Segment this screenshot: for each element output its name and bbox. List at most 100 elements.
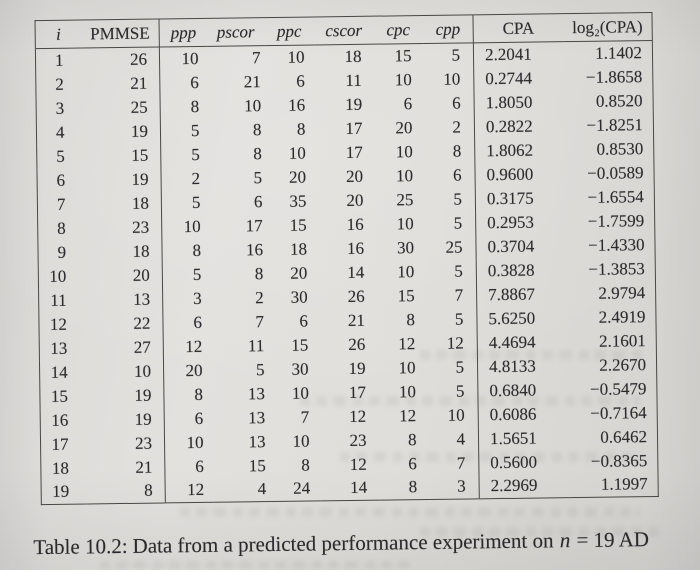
caption-suffix: = 19 AD xyxy=(576,527,650,553)
cell-cpc: 10 xyxy=(397,261,415,281)
performance-data-table: i PMMSE ppp pscor ppc cscor cpc cpp CPA log₂(CPA)… xyxy=(34,12,659,506)
cell-cpp: 6 xyxy=(424,162,476,188)
cell-log2cpa: −0.8365 xyxy=(590,450,648,471)
cell-i: 16 xyxy=(51,410,69,430)
cell-log2cpa: −1.3853 xyxy=(588,258,645,279)
cell-ppp: 3 xyxy=(193,288,202,308)
cell-pmmse: 21 xyxy=(86,454,166,480)
cell-pscor: 5 xyxy=(253,167,263,187)
cell-cpp: 4 xyxy=(428,426,479,452)
cell-pscor: 7 xyxy=(251,47,261,68)
cell-pmmse: 13 xyxy=(84,286,163,312)
cell-ppc: 15 xyxy=(289,215,307,235)
cell-cscor: 14 xyxy=(347,262,365,282)
cell-cpc: 6 xyxy=(403,93,413,113)
cell-ppc: 16 xyxy=(288,95,306,115)
cell-cpc: 20 xyxy=(395,117,413,137)
cell-cpa: 1.8062 xyxy=(486,140,534,160)
cell-pscor: 17 xyxy=(245,215,263,235)
cell-cpc: 10 xyxy=(395,141,413,161)
cell-cscor: 16 xyxy=(346,238,365,258)
column-header-log2cpa: log₂(CPA) xyxy=(562,12,653,42)
cell-i: 8 xyxy=(57,218,66,238)
cell-ppp: 8 xyxy=(190,96,200,116)
cell-cpc: 10 xyxy=(395,165,414,185)
cell-i: 10 xyxy=(49,266,67,286)
cell-pmmse: 23 xyxy=(83,214,162,240)
cell-pscor: 13 xyxy=(247,383,266,403)
cell-pscor: 8 xyxy=(254,263,264,283)
cell-log2cpa: 2.9794 xyxy=(598,282,646,303)
cell-log2cpa: 2.2670 xyxy=(599,354,647,375)
caption-text: Data from a predicted performance experi… xyxy=(132,528,554,558)
cell-pmmse: 19 xyxy=(86,406,165,432)
cell-ppp: 10 xyxy=(181,48,199,68)
cell-cpa: 0.2953 xyxy=(487,212,535,232)
cell-ppp: 6 xyxy=(190,72,199,92)
cell-cpp: 10 xyxy=(428,402,479,428)
cell-pmmse: 21 xyxy=(81,70,160,96)
cell-cpa: 0.3828 xyxy=(487,260,535,280)
column-header-i: i xyxy=(35,19,82,49)
cell-pscor: 15 xyxy=(248,455,266,475)
cell-pscor: 21 xyxy=(243,71,261,91)
cell-cpp: 5 xyxy=(423,42,474,68)
cell-cscor: 21 xyxy=(347,310,366,330)
cell-cpc: 8 xyxy=(408,477,418,497)
cell-cpp: 7 xyxy=(426,282,477,308)
cell-pscor: 13 xyxy=(248,431,266,451)
cell-ppc: 30 xyxy=(290,287,308,307)
cell-ppc: 10 xyxy=(292,431,310,451)
cell-pscor: 11 xyxy=(247,335,265,355)
cell-ppc: 10 xyxy=(291,383,310,403)
cell-cpa: 0.9600 xyxy=(486,164,534,184)
column-header-cpa: CPA xyxy=(472,13,564,43)
column-header-ppc: ppc xyxy=(263,16,315,46)
cell-ppc: 30 xyxy=(291,359,309,379)
cell-pmmse: 25 xyxy=(82,94,161,120)
cell-ppp: 20 xyxy=(185,360,203,380)
cell-cpa: 0.3175 xyxy=(486,188,534,208)
cell-cscor: 14 xyxy=(350,478,368,498)
cell-ppp: 6 xyxy=(193,312,203,332)
cell-cpp: 2 xyxy=(424,114,475,140)
column-header-pmmse: PMMSE xyxy=(81,18,160,48)
cell-cscor: 26 xyxy=(347,286,365,306)
cell-cpp: 8 xyxy=(424,138,475,164)
cell-log2cpa: 1.1402 xyxy=(595,42,643,63)
cell-cpp: 5 xyxy=(425,186,476,212)
cell-cpc: 10 xyxy=(396,213,414,233)
cell-cscor: 20 xyxy=(346,190,364,210)
cell-i: 12 xyxy=(49,314,68,334)
cell-log2cpa: −1.8251 xyxy=(586,114,644,135)
cell-i: 6 xyxy=(56,170,66,190)
cell-pmmse: 23 xyxy=(86,430,165,456)
cell-ppc: 6 xyxy=(296,71,305,91)
cell-log2cpa: −0.0589 xyxy=(587,162,644,183)
cell-ppc: 18 xyxy=(289,239,308,259)
cell-log2cpa: 2.1601 xyxy=(598,330,646,351)
cell-log2cpa: −1.7599 xyxy=(587,210,645,231)
cell-pscor: 13 xyxy=(248,407,266,427)
cell-pmmse: 19 xyxy=(85,382,165,408)
cell-pmmse: 10 xyxy=(85,358,164,384)
cell-cpa: 0.6086 xyxy=(489,404,537,424)
cell-ppc: 20 xyxy=(288,167,307,187)
cell-cpc: 12 xyxy=(398,333,416,353)
cell-i: 4 xyxy=(55,122,65,142)
table-body: 1 26 10 7 10 18 15 5 2.2041 1.1402 2 21 6 21 6 11 10 10 0.… xyxy=(35,41,658,505)
column-header-cpp: cpp xyxy=(422,14,474,44)
cell-ppc: 10 xyxy=(288,143,306,163)
cell-cscor: 11 xyxy=(345,70,362,90)
cell-i: 1 xyxy=(54,50,64,70)
cell-ppp: 12 xyxy=(185,336,203,356)
cell-ppp: 6 xyxy=(195,456,204,476)
cell-cpp: 5 xyxy=(427,378,479,404)
cell-pscor: 6 xyxy=(253,191,263,211)
cell-cpc: 15 xyxy=(394,45,412,66)
cell-ppp: 8 xyxy=(194,384,204,404)
cell-cpc: 10 xyxy=(394,69,412,89)
cell-cpc: 8 xyxy=(407,429,417,449)
cell-cpp: 12 xyxy=(427,330,478,356)
